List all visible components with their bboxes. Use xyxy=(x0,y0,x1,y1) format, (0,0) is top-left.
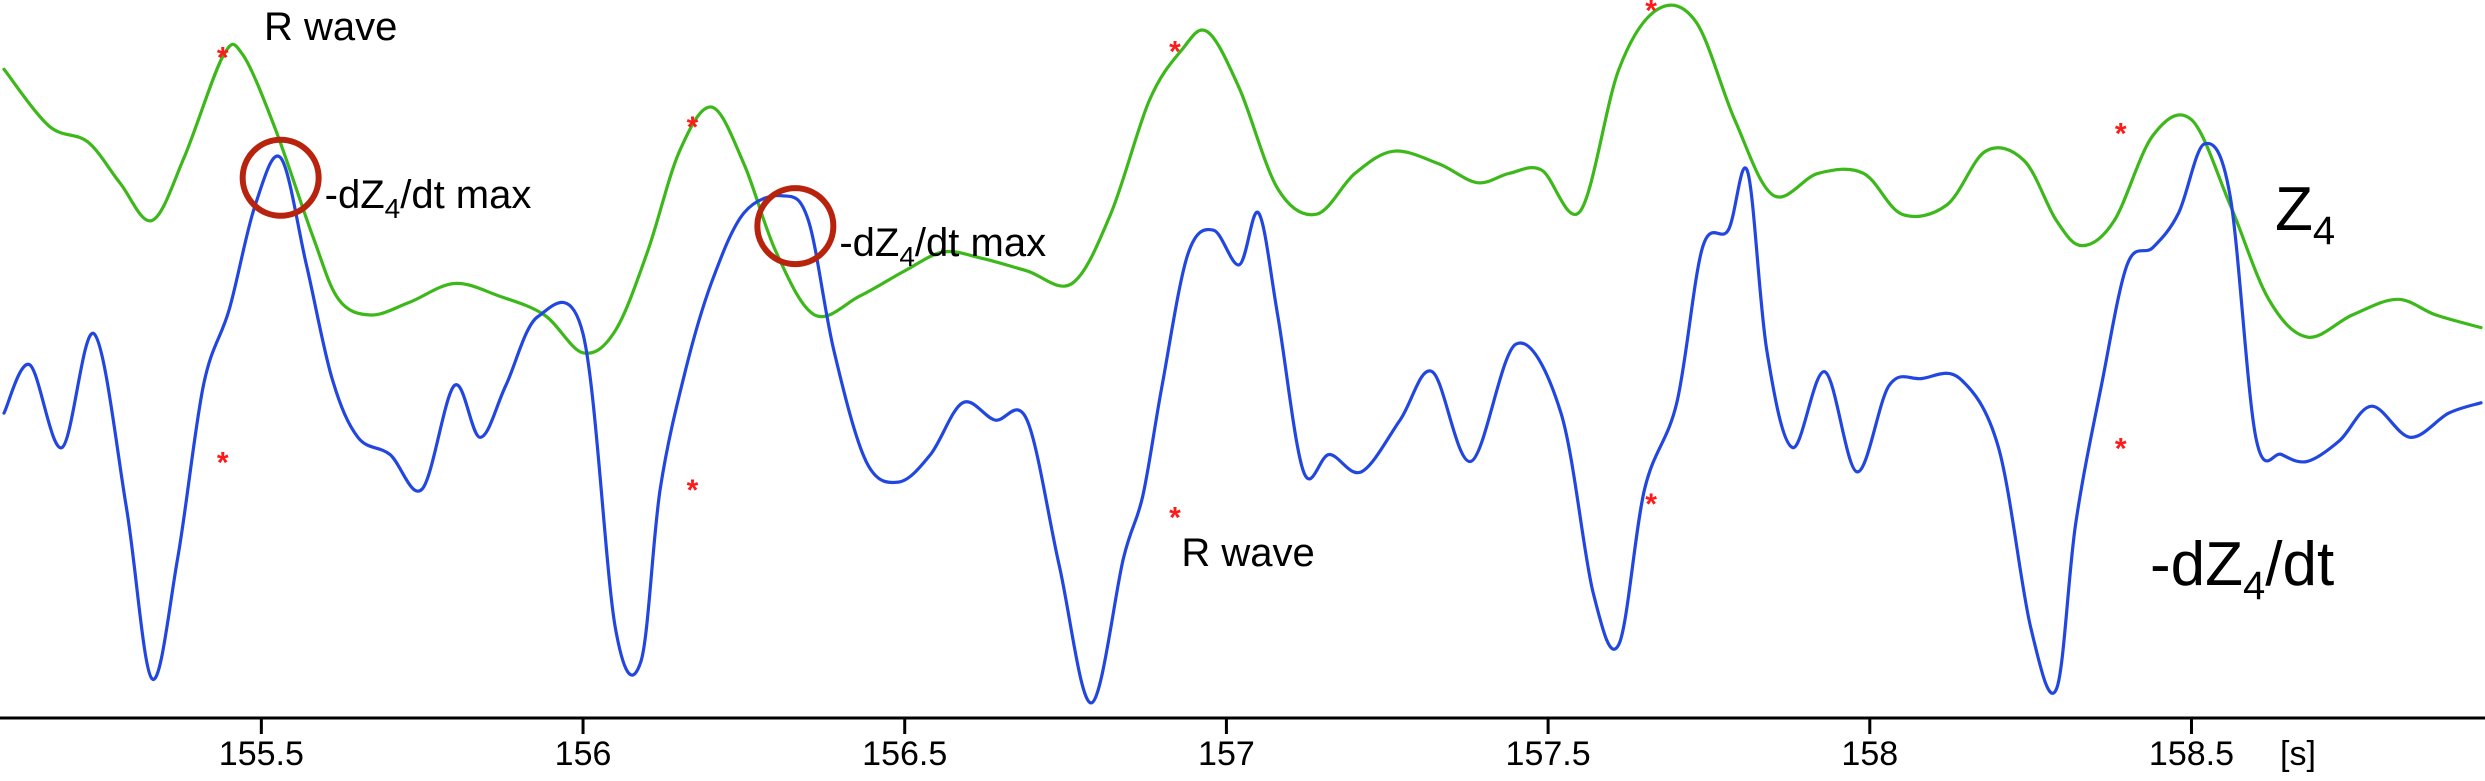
x-tick-label: 155.5 xyxy=(219,735,304,773)
r-wave-marker: * xyxy=(687,111,699,144)
r-wave-marker: * xyxy=(1169,502,1181,535)
series-label-z4: Z4 xyxy=(2275,175,2335,253)
x-axis: 155.5 156 156.5 157 157.5 158 158.5 [s] xyxy=(0,716,2485,773)
r-wave-marker: * xyxy=(217,42,229,75)
max-highlight-circle xyxy=(239,136,322,219)
x-tick-label: 158 xyxy=(1841,735,1898,773)
series-line-z4 xyxy=(2,3,2483,355)
r-wave-annotation: R wave xyxy=(264,5,397,49)
annotations: Z4 -dZ4/dt R wave R wave -dZ4/dt max -dZ4/dt … xyxy=(239,5,2335,608)
r-wave-marker: * xyxy=(2115,433,2127,466)
x-tick-label: 157.5 xyxy=(1506,735,1591,773)
max-annotation-label: -dZ4/dt max xyxy=(325,173,532,224)
x-axis-unit-label: [s] xyxy=(2280,735,2316,773)
r-wave-marker: * xyxy=(687,474,699,507)
series-line-dz4dt xyxy=(2,141,2483,705)
r-wave-marker: * xyxy=(1169,35,1181,68)
max-highlight-circle xyxy=(754,185,837,268)
r-wave-marker: * xyxy=(1645,488,1657,521)
x-tick-label: 158.5 xyxy=(2149,735,2234,773)
series-label-dz4dt: -dZ4/dt xyxy=(2150,530,2334,608)
max-annotation-label: -dZ4/dt max xyxy=(839,221,1046,272)
r-wave-marker: * xyxy=(1645,0,1657,27)
r-wave-markers: * * * * * * * * * * xyxy=(217,0,2127,535)
r-wave-marker: * xyxy=(2115,117,2127,150)
x-tick-label: 156.5 xyxy=(862,735,947,773)
r-wave-marker: * xyxy=(217,446,229,479)
r-wave-annotation: R wave xyxy=(1181,531,1314,575)
x-tick-label: 157 xyxy=(1198,735,1255,773)
series-lines xyxy=(2,3,2483,705)
x-tick-label: 156 xyxy=(555,735,612,773)
